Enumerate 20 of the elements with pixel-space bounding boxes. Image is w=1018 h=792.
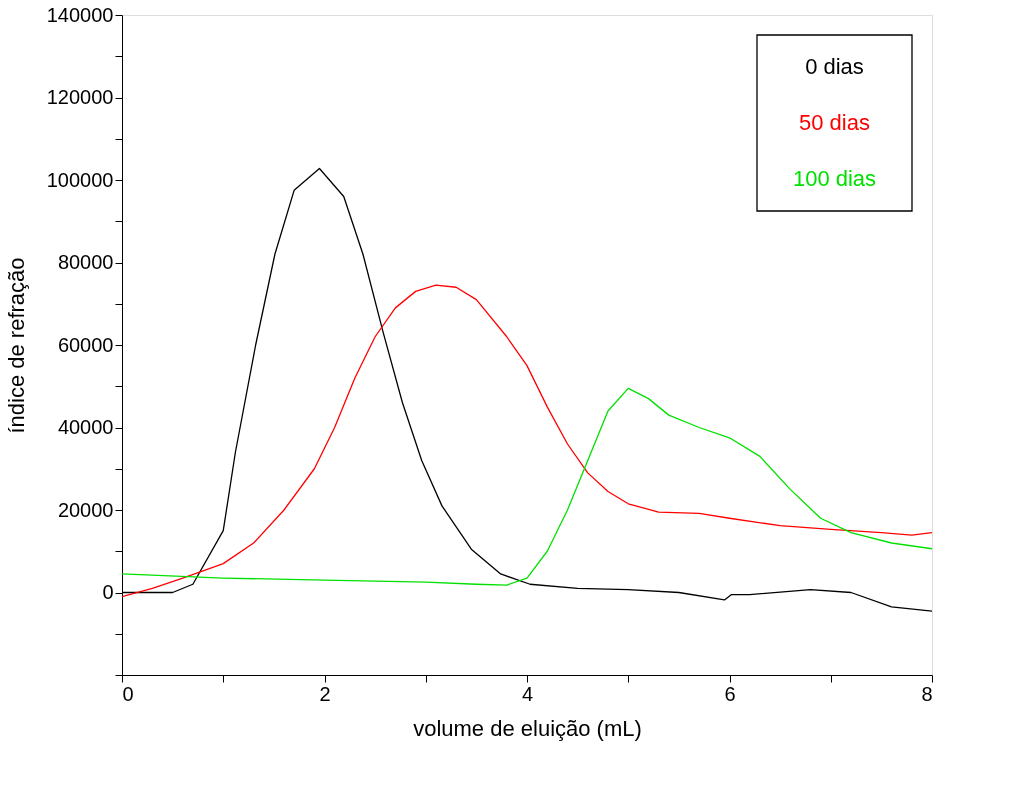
y-tick-label: 20000	[57, 498, 114, 521]
x-tick-label: 8	[921, 682, 933, 705]
y-tick-label: 60000	[57, 333, 114, 356]
y-tick-label: 140000	[46, 3, 114, 26]
x-tick-label: 2	[319, 682, 331, 705]
x-axis-title: volume de eluição (mL)	[413, 715, 642, 741]
y-tick-label: 120000	[46, 86, 114, 108]
line-series	[122, 284, 932, 598]
y-tick-label: 80000	[57, 251, 114, 273]
text: 100 dias	[792, 166, 877, 191]
y-tick-label: 0	[102, 581, 114, 603]
y-tick-label: 100000	[46, 168, 114, 191]
x-tick-label: 6	[724, 682, 736, 705]
x-tick-label: 0	[122, 682, 134, 705]
text: 0 dias	[805, 54, 864, 79]
text: 50 dias	[799, 110, 870, 135]
line-series	[122, 387, 932, 586]
y-axis-title: índice de refração	[3, 257, 29, 434]
x-tick-label: 4	[521, 682, 534, 705]
y-tick-label: 40000	[57, 416, 114, 438]
